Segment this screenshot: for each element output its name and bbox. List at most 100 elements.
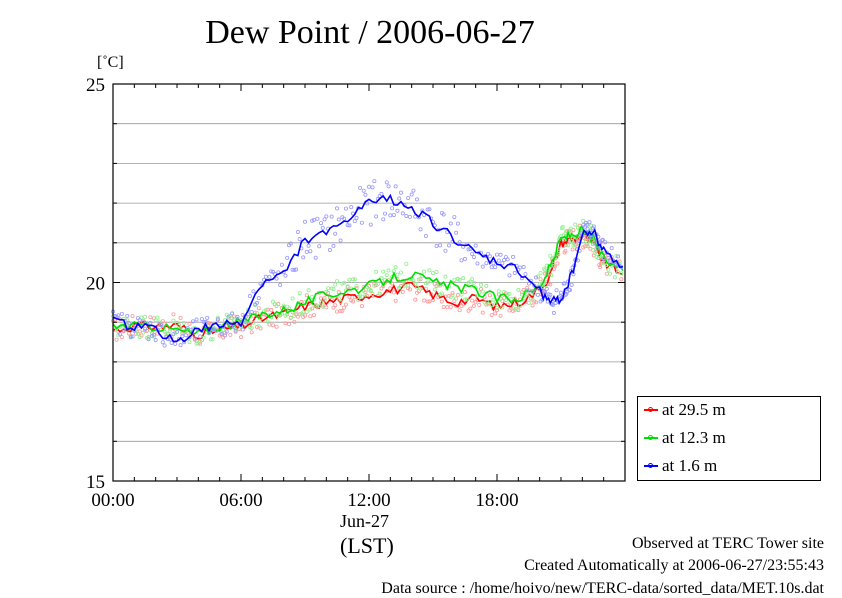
y-tick-label: 25 — [86, 75, 105, 96]
series-point — [487, 254, 492, 259]
series-point — [516, 287, 521, 292]
series-point — [477, 302, 482, 307]
series-point — [155, 315, 160, 320]
series-point — [542, 289, 547, 294]
series-point — [352, 219, 357, 224]
series-point — [507, 291, 512, 296]
legend-label: at 12.3 m — [662, 428, 726, 447]
series-point — [354, 284, 359, 289]
series-point — [500, 261, 505, 266]
series-point — [438, 243, 443, 248]
series-point — [388, 213, 393, 218]
series-point — [583, 238, 588, 243]
series-layer — [111, 179, 624, 348]
series-point — [555, 261, 560, 266]
series-point — [365, 201, 370, 206]
series-point — [315, 304, 320, 309]
x-axis-date-label: Jun-27 — [340, 511, 389, 531]
series-point — [471, 254, 476, 259]
series-point — [366, 287, 371, 292]
series-point — [470, 298, 475, 303]
series-point — [603, 240, 608, 245]
series-point — [413, 281, 418, 286]
series-point — [235, 314, 240, 319]
series-line — [112, 193, 624, 343]
series-point — [498, 252, 503, 257]
series-point — [619, 271, 624, 276]
series-point — [425, 207, 430, 212]
series-point — [484, 283, 489, 288]
series-point — [146, 337, 151, 342]
series-point — [395, 208, 400, 213]
series-point — [455, 293, 460, 298]
series-point — [302, 313, 307, 318]
series-point — [386, 268, 391, 273]
series-point — [418, 277, 423, 282]
series-point — [581, 218, 586, 223]
series-point — [238, 335, 243, 340]
series-point — [562, 281, 567, 286]
series-point — [288, 315, 293, 320]
series-point — [254, 300, 259, 305]
series-point — [377, 291, 382, 296]
series-point — [532, 283, 537, 288]
series-point — [158, 323, 163, 328]
series-point — [343, 206, 348, 211]
series-point — [308, 249, 313, 254]
series-point — [434, 269, 439, 274]
series-point — [283, 321, 288, 326]
series-point — [600, 237, 605, 242]
series-point — [308, 307, 313, 312]
series-point — [338, 299, 343, 304]
series-point — [466, 247, 471, 252]
series-point — [359, 294, 364, 299]
y-tick-label: 20 — [86, 274, 105, 295]
series-point — [414, 285, 419, 290]
series-point — [324, 289, 329, 294]
series-point — [604, 250, 609, 255]
series-point — [240, 327, 245, 332]
series-point — [441, 212, 446, 217]
series-point — [372, 179, 377, 184]
series-point — [288, 241, 293, 246]
series-point — [514, 306, 519, 311]
series-point — [459, 303, 464, 308]
series-point — [302, 219, 307, 224]
legend-item-1-6m: at 1.6 m — [644, 455, 717, 477]
series-point — [441, 305, 446, 310]
series-point — [491, 297, 496, 302]
series-point — [489, 302, 494, 307]
series-point — [494, 252, 499, 257]
series-point — [308, 314, 313, 319]
series-point — [324, 305, 329, 310]
series-point — [237, 322, 242, 327]
series-point — [393, 298, 398, 303]
series-point — [507, 273, 512, 278]
series-point — [290, 296, 295, 301]
series-point — [295, 229, 300, 234]
series-point — [375, 282, 380, 287]
series-point — [171, 318, 176, 323]
series-point — [559, 290, 564, 295]
series-point — [461, 276, 466, 281]
series-point — [185, 326, 190, 331]
series-point — [430, 271, 435, 276]
series-point — [180, 334, 185, 339]
series-point — [370, 292, 375, 297]
series-point — [608, 271, 613, 276]
series-point — [215, 317, 220, 322]
legend-label: at 29.5 m — [662, 400, 726, 419]
x-tick-label: 00:00 — [91, 490, 134, 511]
series-point — [496, 258, 501, 263]
series-point — [301, 255, 306, 260]
series-point — [210, 337, 215, 342]
series-point — [448, 221, 453, 226]
series-point — [194, 341, 199, 346]
series-point — [119, 311, 124, 316]
series-point — [482, 300, 487, 305]
series-point — [279, 262, 284, 267]
series-point — [454, 230, 459, 235]
series-point — [404, 261, 409, 266]
series-point — [518, 304, 523, 309]
series-point — [363, 292, 368, 297]
